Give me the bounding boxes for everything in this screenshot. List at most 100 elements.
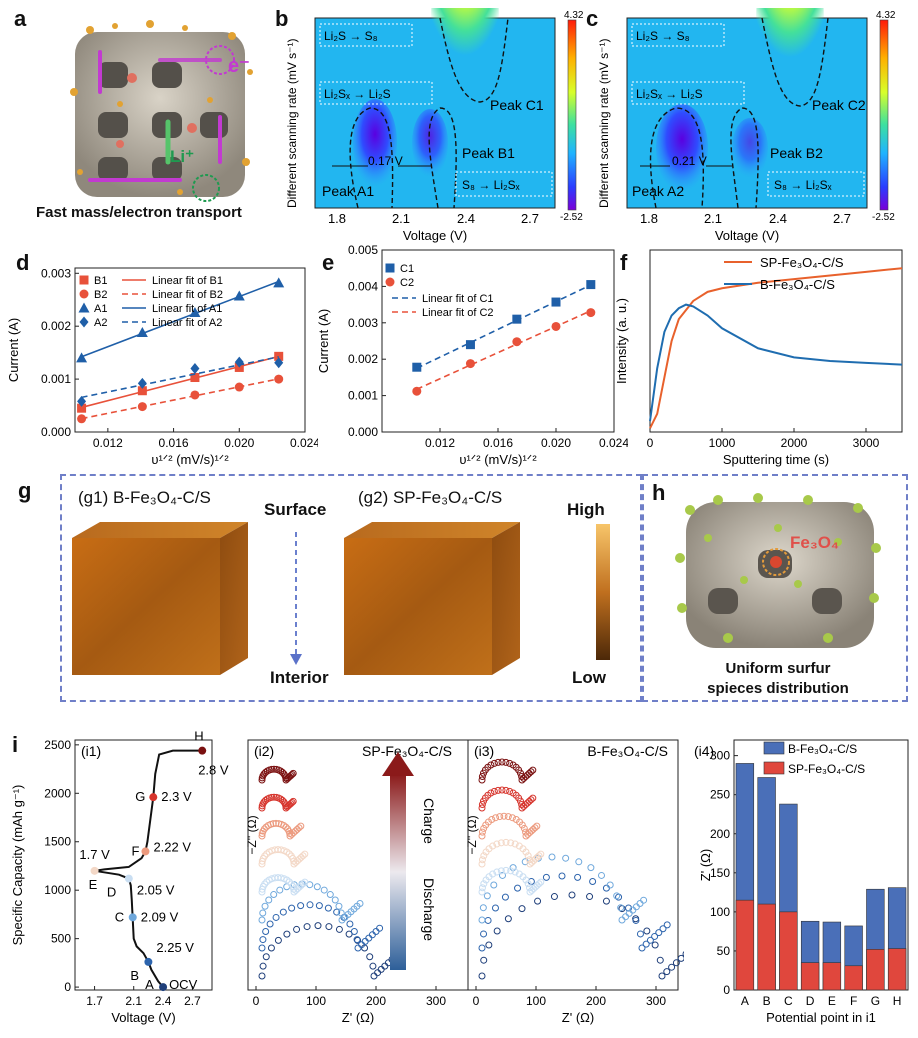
point-A1-0 [76, 352, 88, 363]
legend-fit-B2: Linear fit of B2 [152, 289, 223, 301]
chart-i1-ytick-label: 0 [64, 980, 71, 994]
chart-i2-i3: (i2) SP-Fe₃O₄-C/S −Z'' (Ω) 0 100 200 300 Z' (Ω)… [245, 739, 684, 1025]
fit-line-A1 [81, 280, 279, 358]
legend-marker-A2 [79, 316, 89, 328]
point-A2-2 [190, 363, 200, 375]
chart-i3-xtick-label: 0 [473, 994, 480, 1008]
chart-i2-tag: (i2) [254, 743, 274, 759]
peak-c1-label: Peak C1 [490, 97, 544, 113]
chart-f-xtick-label: 0 [647, 436, 654, 450]
chart-i3-xtick-label: 200 [586, 994, 606, 1008]
chart-i4: (i4) 0 50 100 150 200 250 300 Z' (Ω) Potential po… [694, 739, 909, 1025]
point-C2-4 [586, 308, 596, 318]
point-C1-3 [551, 297, 561, 307]
chart-i4-xtick-label: E [828, 994, 836, 1008]
chart-i2-xtick-label: 100 [306, 994, 326, 1008]
chart-i2-spectrum-3 [258, 874, 309, 896]
chart-e-xtick-label: 0.012 [425, 436, 455, 450]
point-C2-1 [465, 359, 475, 369]
legend-label-A2: A2 [94, 317, 107, 329]
chart-i1-ylabel: Specific Capacity (mAh g⁻¹) [10, 785, 25, 946]
caption-a: Fast mass/electron transport [36, 204, 242, 221]
peak-a1-label: Peak A1 [322, 183, 374, 199]
point-B1-2 [190, 373, 200, 383]
intensity-colorbar [596, 524, 610, 660]
point-C1-2 [512, 314, 522, 324]
chart-i3-spectrum-4 [478, 838, 545, 868]
cube-g1 [72, 522, 248, 675]
legend-fit-A1: Linear fit of A1 [152, 303, 222, 315]
lithium-ion-label: Li⁺ [170, 147, 194, 166]
chart-i2-ylabel: −Z'' (Ω) [245, 815, 259, 854]
point-B2-4 [274, 374, 284, 384]
point-C2-3 [551, 321, 561, 331]
xlabel-b: Voltage (V) [403, 228, 467, 243]
chart-e-ytick-label: 0.004 [348, 279, 378, 293]
legend-swatch-i4-0 [763, 741, 785, 755]
scaffold-illustration-a: e⁻ Li⁺ [70, 20, 253, 202]
point-A1-2 [189, 306, 201, 317]
high-label: High [567, 500, 605, 519]
discharge-label: Discharge [421, 878, 437, 941]
chart-f-xlabel: Sputtering time (s) [723, 452, 829, 467]
chart-i3-ylabel: −Z'' (Ω) [465, 815, 479, 854]
legend-label-C2: C2 [400, 277, 414, 289]
label-bot-b: S₈ → Li₂Sₓ [462, 178, 520, 192]
charge-arrow [390, 774, 406, 970]
point-label-H: H [194, 729, 203, 744]
chart-e-xtick-label: 0.024 [599, 436, 628, 450]
legend-marker-B2 [79, 289, 89, 299]
chart-i1-ytick-label: 2000 [44, 786, 71, 800]
point-label-D: D [107, 885, 116, 900]
legend-label-f-0: SP-Fe₃O₄-C/S [760, 255, 844, 270]
panel-label-d: d [16, 250, 30, 275]
chart-d-xtick-label: 0.024 [290, 436, 318, 450]
xtick-b-0: 1.8 [328, 211, 346, 226]
chart-i2-xlabel: Z' (Ω) [342, 1010, 374, 1025]
fit-line-A2 [81, 356, 279, 399]
legend-fit-C1: Linear fit of C1 [422, 293, 494, 305]
chart-e-xtick-label: 0.020 [541, 436, 571, 450]
legend-label-C1: C1 [400, 263, 414, 275]
chart-i2-spectrum-1 [258, 901, 384, 952]
interior-label: Interior [270, 668, 329, 687]
chart-d-ytick-label: 0.001 [41, 372, 71, 386]
point-label-E: E [89, 877, 98, 892]
xtick-c-1: 2.1 [704, 211, 722, 226]
chart-i1-xtick-label: 2.7 [184, 994, 201, 1008]
chart-d-frame [74, 267, 306, 433]
point-B1-1 [137, 386, 147, 396]
cbar-min-b: -2.52 [560, 212, 583, 223]
point-B1-4 [274, 351, 284, 361]
gap-c-label: 0.21 V [672, 154, 707, 168]
xtick-b-3: 2.7 [521, 211, 539, 226]
chart-f-ylabel: Intensity (a. u.) [614, 298, 629, 384]
point-C1-0 [412, 362, 422, 372]
cbar-max-c: 4.32 [876, 10, 896, 21]
chart-e-xtick-label: 0.016 [483, 436, 513, 450]
chart-f-frame [649, 249, 903, 433]
point-A1-1 [136, 327, 148, 338]
chart-i4-xtick-label: D [806, 994, 815, 1008]
g2-title: (g2) SP-Fe₃O₄-C/S [358, 488, 503, 507]
point-A [159, 983, 168, 992]
point-B1-0 [77, 403, 87, 413]
chart-e-frame [381, 249, 615, 433]
legend-marker-B1 [79, 275, 89, 285]
bar-1-F [844, 965, 863, 991]
point-E [90, 866, 99, 875]
xtick-c-0: 1.8 [640, 211, 658, 226]
chart-i2-xtick-label: 200 [366, 994, 386, 1008]
chart-i3-tag: (i3) [474, 743, 494, 759]
chart-i3-spectrum-7 [478, 758, 537, 784]
panel-label-b: b [275, 6, 289, 31]
legend-label-A1: A1 [94, 303, 107, 315]
cbar-max-b: 4.32 [564, 10, 584, 21]
chart-f-xtick-label: 3000 [853, 436, 880, 450]
chart-i4-ytick-label: 300 [710, 749, 730, 763]
point-H [198, 746, 207, 755]
peak-b1-label: Peak B1 [462, 145, 515, 161]
peak-b2-label: Peak B2 [770, 145, 823, 161]
chart-i4-xtick-label: C [784, 994, 793, 1008]
bar-1-B [757, 903, 776, 991]
